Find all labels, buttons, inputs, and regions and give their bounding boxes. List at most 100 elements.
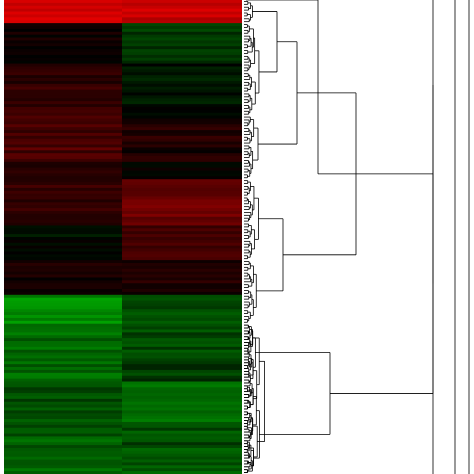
heatmap-cell <box>122 237 242 241</box>
heatmap-cell <box>122 381 242 385</box>
heatmap-cell <box>4 237 122 241</box>
heatmap-cell <box>122 26 242 30</box>
heatmap-cell <box>122 78 242 82</box>
heatmap-cell <box>122 303 242 307</box>
heatmap-cell <box>4 80 122 85</box>
heatmap-cell <box>4 439 122 443</box>
heatmap-cell <box>122 343 242 348</box>
heatmap-cell <box>4 242 122 247</box>
heatmap-cell <box>122 358 242 362</box>
heatmap-cell <box>122 216 242 221</box>
heatmap-cell <box>122 239 242 244</box>
heatmap-cell <box>4 245 122 249</box>
heatmap-cell <box>122 242 242 247</box>
heatmap-cell <box>4 251 122 255</box>
heatmap-cell <box>122 167 242 171</box>
heatmap-cell <box>4 254 122 258</box>
heatmap-cell <box>4 349 122 354</box>
heatmap-cell <box>4 436 122 440</box>
heatmap-cell <box>4 289 122 293</box>
heatmap-cell <box>4 375 122 380</box>
heatmap-cell <box>122 251 242 255</box>
heatmap-cell <box>4 381 122 385</box>
heatmap-cell <box>4 352 122 356</box>
heatmap-cell <box>4 219 122 223</box>
heatmap-cell <box>122 410 242 414</box>
heatmap-cell <box>122 118 242 122</box>
heatmap-cell <box>122 260 242 264</box>
heatmap-cell <box>122 447 242 452</box>
heatmap-cell <box>4 358 122 362</box>
heatmap-cell <box>4 401 122 406</box>
heatmap-cell <box>4 297 122 301</box>
heatmap-cell <box>4 364 122 368</box>
heatmap-cell <box>4 210 122 215</box>
heatmap-cell <box>4 173 122 177</box>
heatmap-cell <box>4 369 122 374</box>
heatmap-cell <box>4 104 122 108</box>
heatmap-cell <box>4 355 122 359</box>
heatmap-cell <box>4 40 122 44</box>
heatmap-cell <box>122 375 242 380</box>
heatmap-cell <box>4 424 122 429</box>
heatmap-cell <box>4 326 122 330</box>
heatmap-cell <box>4 37 122 41</box>
heatmap-cell <box>4 317 122 322</box>
heatmap-cell <box>122 57 242 62</box>
heatmap-cell <box>4 459 122 463</box>
heatmap-cell <box>122 127 242 131</box>
heatmap-cell <box>122 289 242 293</box>
heatmap-cell <box>4 31 122 36</box>
heatmap-cell <box>4 190 122 195</box>
heatmap-cell <box>4 294 122 299</box>
heatmap-cell <box>4 20 122 24</box>
heatmap-cell <box>4 338 122 342</box>
heatmap-cell <box>4 430 122 434</box>
heatmap-cell <box>122 225 242 229</box>
heatmap-cell <box>122 413 242 417</box>
heatmap-cell <box>122 109 242 114</box>
heatmap-cell <box>122 121 242 125</box>
heatmap-cell <box>4 182 122 186</box>
heatmap-cell <box>122 369 242 374</box>
heatmap-cell <box>4 419 122 423</box>
heatmap-cell <box>122 135 242 140</box>
heatmap-cell <box>4 332 122 336</box>
heatmap-cell <box>122 205 242 209</box>
heatmap-cell <box>4 413 122 417</box>
heatmap-cell <box>122 0 242 4</box>
heatmap-cell <box>122 115 242 119</box>
heatmap-cell <box>122 421 242 426</box>
heatmap-cell <box>122 23 242 27</box>
heatmap-cell <box>122 294 242 299</box>
heatmap-cell <box>4 130 122 134</box>
heatmap-cell <box>122 219 242 223</box>
heatmap-cell <box>122 138 242 143</box>
heatmap-cell <box>4 453 122 458</box>
heatmap-cell <box>122 297 242 301</box>
heatmap-cell <box>4 54 122 59</box>
heatmap-cell <box>122 231 242 235</box>
heatmap-cell <box>122 75 242 79</box>
heatmap-cell <box>122 43 242 47</box>
heatmap-cell <box>122 335 242 339</box>
heatmap-cell <box>122 442 242 446</box>
heatmap-cell <box>4 234 122 238</box>
heatmap-cell <box>4 309 122 313</box>
heatmap-cell <box>122 52 242 56</box>
heatmap-cell <box>4 390 122 394</box>
heatmap-cell <box>4 158 122 163</box>
heatmap-cell <box>4 92 122 96</box>
heatmap-cell <box>4 265 122 270</box>
heatmap-cell <box>122 393 242 397</box>
heatmap-cell <box>122 92 242 96</box>
heatmap-cell <box>4 202 122 206</box>
heatmap-cell <box>4 320 122 325</box>
heatmap-cell <box>4 138 122 143</box>
heatmap-cell <box>4 341 122 345</box>
heatmap-cell <box>4 49 122 53</box>
heatmap-cell <box>122 37 242 41</box>
heatmap-cell <box>122 106 242 111</box>
heatmap-cell <box>4 427 122 432</box>
heatmap-cell <box>122 176 242 180</box>
